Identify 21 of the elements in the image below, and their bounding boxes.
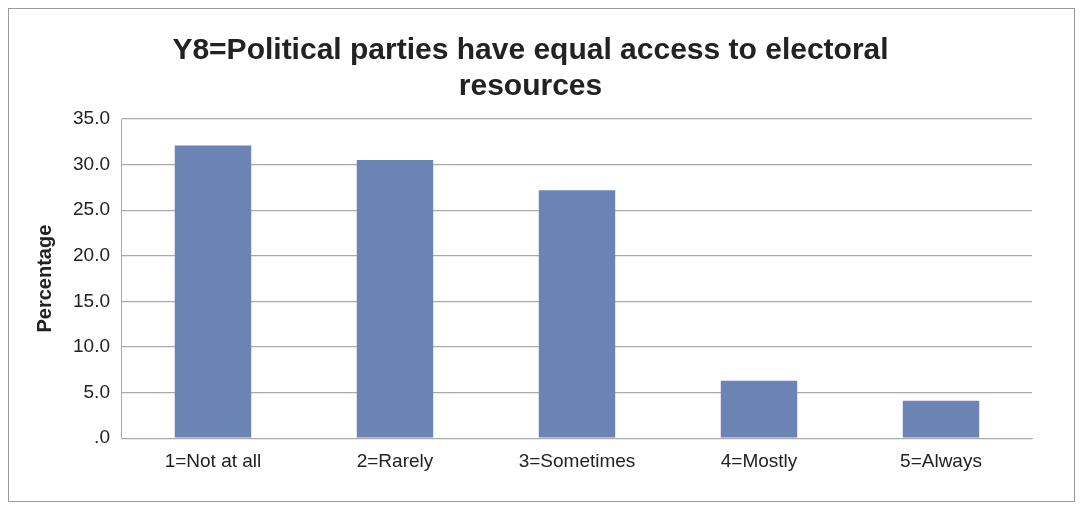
y-tick-label: 35.0 xyxy=(73,107,110,129)
bar xyxy=(174,145,252,438)
text: Y8=Political parties have equal access to electoral xyxy=(172,32,889,66)
y-tick-label: 30.0 xyxy=(73,152,110,174)
y-tick-label: 20.0 xyxy=(73,244,110,266)
text: resources xyxy=(458,68,603,102)
bar xyxy=(720,380,798,438)
y-tick-label: .0 xyxy=(94,426,110,448)
bar xyxy=(902,400,980,438)
x-tick-label: 2=Rarely xyxy=(356,449,434,471)
y-tick-label: 15.0 xyxy=(73,289,110,311)
x-tick-label: 3=Sometimes xyxy=(518,449,636,471)
y-tick-label: 5.0 xyxy=(83,380,110,402)
x-tick-label: 5=Always xyxy=(900,449,982,471)
x-tick-label: 1=Not at all xyxy=(164,449,262,471)
x-tick-label: 4=Mostly xyxy=(720,449,798,471)
y-axis-title: Percentage xyxy=(32,224,55,333)
bar xyxy=(538,190,616,438)
y-tick-label: 25.0 xyxy=(73,198,110,220)
y-tick-label: 10.0 xyxy=(73,335,110,357)
bar xyxy=(356,160,434,438)
